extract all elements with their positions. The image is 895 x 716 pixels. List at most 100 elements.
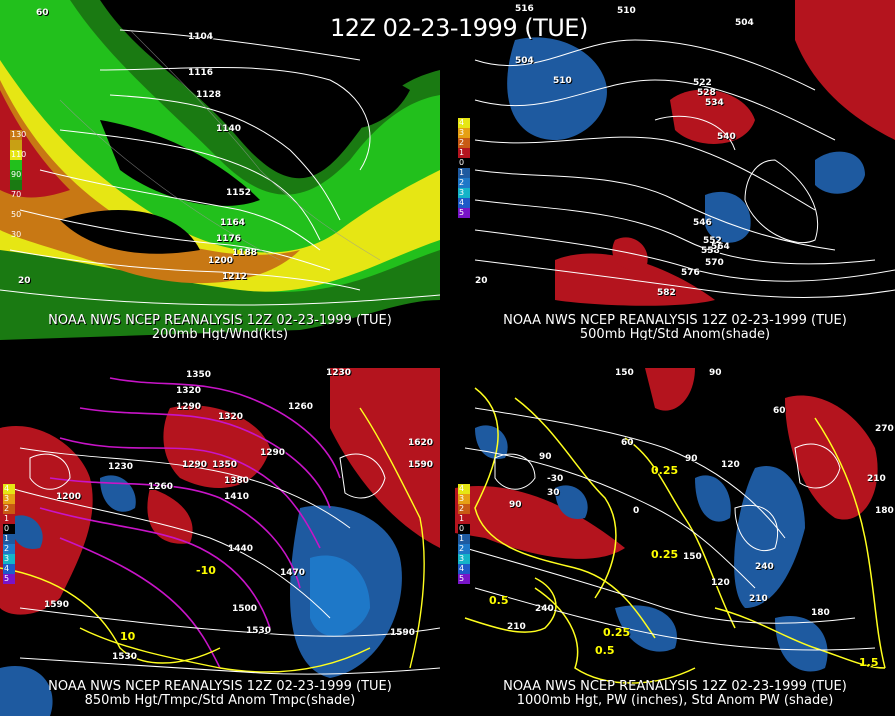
temp-label: 10	[120, 630, 136, 643]
panel-1000mb: 4 3 2 1 0 1 2 3 4 5 150 90 60 90 30 -30 …	[455, 368, 895, 716]
legend-label: 2	[459, 504, 465, 513]
panel-200mb: 130 110 90 70 50 30 1104 1116 1128 1140 …	[0, 0, 440, 340]
contour-label: 552	[703, 236, 722, 246]
legend-label: 50	[11, 210, 22, 219]
contour-label: 210	[867, 474, 886, 484]
contour-label: 60	[621, 438, 634, 448]
contour-label: 60	[773, 406, 786, 416]
contour-label: -30	[547, 474, 564, 484]
legend-label: 0	[459, 524, 465, 533]
contour-label: 510	[553, 76, 572, 86]
contour-label: 1260	[148, 482, 174, 492]
legend-label: 5	[459, 574, 465, 583]
legend-label: 3	[459, 494, 465, 503]
contour-label: 120	[711, 578, 730, 588]
legend-label: 110	[11, 150, 27, 159]
legend-label: 2	[459, 544, 465, 553]
pw-label: 0.25	[651, 548, 679, 561]
legend-label: 130	[11, 130, 27, 139]
legend-label: 1	[459, 168, 465, 177]
pw-label: 0.25	[603, 626, 631, 639]
contour-label: 1176	[216, 234, 242, 244]
contour-label: 564	[711, 242, 730, 252]
contour-label: 240	[755, 562, 774, 572]
pw-label: 0.25	[651, 464, 679, 477]
legend-label: 1	[459, 534, 465, 543]
contour-label: 1380	[224, 476, 250, 486]
contour-label: 534	[705, 98, 724, 108]
contour-label: 1152	[226, 188, 252, 198]
contour-label: 150	[615, 368, 634, 378]
contour-label: 90	[509, 500, 522, 510]
contour-label: 1350	[212, 460, 238, 470]
legend-label: 1	[459, 514, 465, 523]
contour-label: 90	[685, 454, 698, 464]
contour-label: 1140	[216, 124, 242, 134]
map-200mb	[0, 0, 440, 340]
contour-label: 20	[475, 276, 488, 286]
legend-label: 90	[11, 170, 22, 179]
contour-label: 1440	[228, 544, 254, 554]
contour-label: 510	[617, 6, 636, 16]
legend-label: 30	[11, 230, 22, 239]
contour-label: 210	[749, 594, 768, 604]
legend-label: 5	[459, 208, 465, 217]
contour-label: 90	[539, 452, 552, 462]
legend-200mb: 130 110 90 70 50 30	[10, 130, 26, 239]
contour-label: 1290	[182, 460, 208, 470]
legend-label: 2	[459, 138, 465, 147]
contour-label: 1116	[188, 68, 214, 78]
contour-label: 60	[36, 8, 49, 18]
legend-label: 4	[459, 484, 465, 493]
legend-label: 4	[459, 564, 465, 573]
contour-label: 504	[735, 18, 754, 28]
contour-label: 1128	[196, 90, 222, 100]
legend-label: 4	[459, 198, 465, 207]
panel-850mb: 4 3 2 1 0 1 2 3 4 5 1350 1320 1230 1320 …	[0, 368, 440, 716]
contour-label: 150	[683, 552, 702, 562]
map-500mb	[455, 0, 895, 340]
panel-500mb: 4 3 2 1 0 1 2 3 4 5 516 510 504 510 504 …	[455, 0, 895, 340]
map-850mb	[0, 368, 440, 716]
contour-label: 570	[705, 258, 724, 268]
legend-label: 70	[11, 190, 22, 199]
contour-label: 1230	[108, 462, 134, 472]
contour-label: 1590	[390, 628, 416, 638]
contour-label: 546	[693, 218, 712, 228]
contour-label: 1230	[326, 368, 352, 378]
legend-label: 0	[459, 158, 465, 167]
contour-label: 1470	[280, 568, 306, 578]
legend-850mb: 4 3 2 1 0 1 2 3 4 5	[3, 484, 15, 584]
contour-label: 1104	[188, 32, 214, 42]
legend-label: 2	[4, 544, 10, 553]
legend-label: 5	[4, 574, 10, 583]
contour-label: 576	[681, 268, 700, 278]
contour-label: 120	[721, 460, 740, 470]
legend-label: 1	[4, 534, 10, 543]
legend-1000mb: 4 3 2 1 0 1 2 3 4 5	[458, 484, 470, 584]
legend-label: 3	[4, 494, 10, 503]
contour-label: 522	[693, 78, 712, 88]
legend-label: 4	[459, 118, 465, 127]
contour-label: 90	[709, 368, 722, 378]
contour-label: 1320	[176, 386, 202, 396]
contour-label: 1350	[186, 370, 212, 380]
contour-label: 504	[515, 56, 534, 66]
contour-label: 1212	[222, 272, 248, 282]
legend-500mb: 4 3 2 1 0 1 2 3 4 5	[458, 118, 470, 218]
pw-label: 0.5	[489, 594, 509, 607]
legend-label: 4	[4, 564, 10, 573]
contour-label: 516	[515, 4, 534, 14]
contour-label: 1260	[288, 402, 314, 412]
contour-label: 270	[875, 424, 894, 434]
legend-label: 3	[459, 554, 465, 563]
map-1000mb	[455, 368, 895, 716]
legend-label: 2	[4, 504, 10, 513]
contour-label: 210	[507, 622, 526, 632]
legend-label: 1	[459, 148, 465, 157]
temp-label: -10	[196, 564, 216, 577]
contour-label: 240	[535, 604, 554, 614]
contour-label: 1188	[232, 248, 258, 258]
contour-label: 540	[717, 132, 736, 142]
contour-label: 1290	[260, 448, 286, 458]
